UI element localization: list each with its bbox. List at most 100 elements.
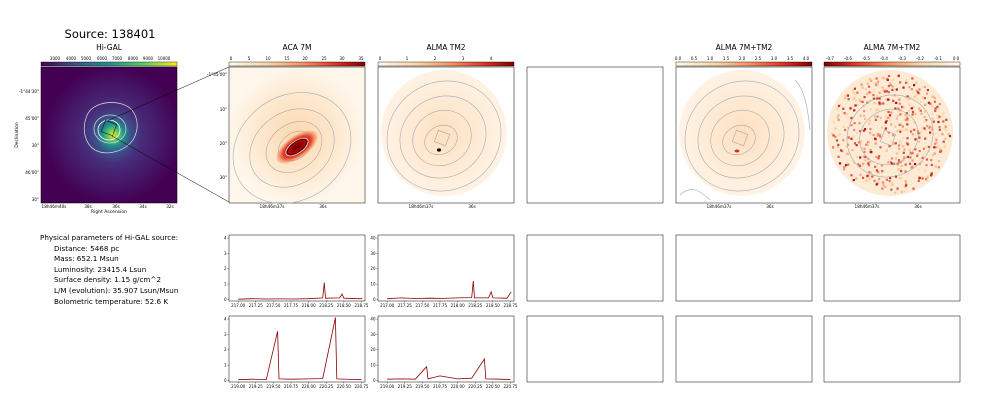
noise-speck: [930, 159, 933, 162]
noise-speck: [837, 104, 840, 108]
noise-speck: [889, 84, 892, 87]
noise-speck: [938, 160, 941, 163]
noise-speck: [918, 163, 921, 166]
noise-speck: [869, 133, 872, 136]
noise-speck: [889, 177, 892, 180]
noise-speck: [916, 154, 919, 157]
colorbar-tick: 15: [284, 56, 290, 61]
noise-speck: [924, 137, 927, 140]
noise-speck: [918, 136, 921, 139]
noise-speck: [861, 86, 864, 89]
noise-speck: [871, 175, 874, 178]
x-tick: 38s: [84, 204, 92, 209]
noise-speck: [923, 85, 927, 89]
noise-speck: [890, 182, 893, 185]
noise-speck: [912, 187, 915, 190]
x-tick-label: 220.25: [468, 384, 482, 389]
comb-colorbar-ticks: 0.0 0.5 1.0 1.5 2.0 2.5 3.0 3.5 4.0: [675, 56, 810, 61]
colorbar-tick: 30: [339, 56, 345, 61]
noise-speck: [905, 183, 908, 187]
noise-speck: [925, 119, 928, 122]
noise-speck: [901, 125, 904, 128]
x-tick-label: 217.75: [284, 303, 298, 308]
spectrum-line: [387, 357, 511, 380]
noise-speck: [867, 162, 870, 165]
noise-speck: [893, 143, 896, 146]
colorbar-tick: -0.1: [934, 56, 942, 61]
noise-speck: [887, 110, 890, 114]
noise-speck: [873, 89, 876, 92]
noise-speck: [887, 98, 890, 101]
noise-speck: [884, 127, 888, 130]
aca-contours: [232, 92, 352, 204]
noise-speck: [878, 155, 881, 158]
noise-speck: [933, 146, 936, 149]
noise-speck: [931, 104, 934, 108]
y-tick: 30": [220, 175, 227, 180]
noise-speck: [937, 166, 940, 169]
noise-speck: [904, 95, 907, 99]
noise-speck: [904, 163, 907, 166]
y-tick-label: 0: [373, 378, 376, 383]
noise-speck: [925, 158, 929, 161]
noise-speck: [850, 174, 853, 177]
noise-speck: [896, 187, 899, 190]
noise-speck: [943, 145, 946, 148]
noise-speck: [901, 105, 904, 108]
colorbar-tick: -0.2: [916, 56, 924, 61]
noise-speck: [927, 101, 930, 104]
noise-speck: [861, 100, 864, 103]
empty-panel: [526, 234, 664, 302]
tm2-contours: [386, 80, 502, 192]
noise-speck: [919, 100, 922, 103]
higal-ylabel: Declination: [14, 122, 20, 148]
noise-speck: [878, 97, 881, 100]
noise-speck: [942, 112, 945, 115]
comb2-panel: ALMA 7M+TM2 -0.7 -0.6 -0.5 -0.4 -0.3 -0.…: [823, 43, 961, 209]
noise-speck: [910, 107, 913, 110]
noise-speck: [881, 187, 884, 190]
param-lm: L/M (evolution): 35.907 Lsun/Msun: [54, 285, 179, 295]
noise-speck: [927, 145, 930, 149]
noise-speck: [905, 82, 908, 85]
noise-speck: [914, 133, 917, 137]
noise-speck: [928, 127, 931, 130]
colorbar-tick: 0.0: [953, 56, 960, 61]
noise-speck: [934, 142, 937, 145]
noise-speck: [877, 180, 880, 183]
spectrum-frame: [228, 234, 366, 302]
noise-speck: [869, 127, 872, 131]
comb-contours: [679, 79, 811, 201]
tm2-disk: [381, 70, 507, 196]
noise-speck: [941, 133, 944, 136]
tm2-xticks: 18h46m37s 36s: [409, 204, 476, 209]
noise-speck: [851, 148, 854, 152]
noise-speck: [872, 94, 875, 97]
noise-speck: [940, 149, 943, 152]
noise-speck: [872, 133, 875, 137]
noise-speck: [916, 153, 919, 156]
noise-speck: [853, 128, 856, 132]
comb2-colorbar-ticks: -0.7 -0.6 -0.5 -0.4 -0.3 -0.2 -0.1 0.0: [826, 56, 960, 61]
colorbar-tick: -0.4: [880, 56, 888, 61]
noise-speck: [846, 113, 849, 116]
noise-speck: [910, 130, 913, 133]
noise-speck: [856, 91, 859, 94]
noise-speck: [837, 113, 840, 117]
noise-speck: [918, 107, 921, 110]
x-tick-label: 219.00: [231, 384, 245, 389]
noise-speck: [913, 95, 916, 98]
noise-speck: [916, 97, 919, 100]
noise-speck: [909, 156, 912, 159]
source-title: Source: 138401: [65, 27, 156, 41]
x-tick: 36s: [914, 204, 922, 209]
noise-speck: [907, 173, 910, 176]
higal-aca-footprint: [100, 119, 118, 137]
noise-speck: [873, 179, 876, 182]
x-tick-label: 218.25: [468, 303, 482, 308]
x-tick-label: 219.50: [266, 384, 280, 389]
empty-panel: [526, 315, 664, 383]
noise-speck: [853, 87, 856, 90]
noise-speck: [888, 180, 891, 183]
noise-speck: [858, 141, 861, 144]
